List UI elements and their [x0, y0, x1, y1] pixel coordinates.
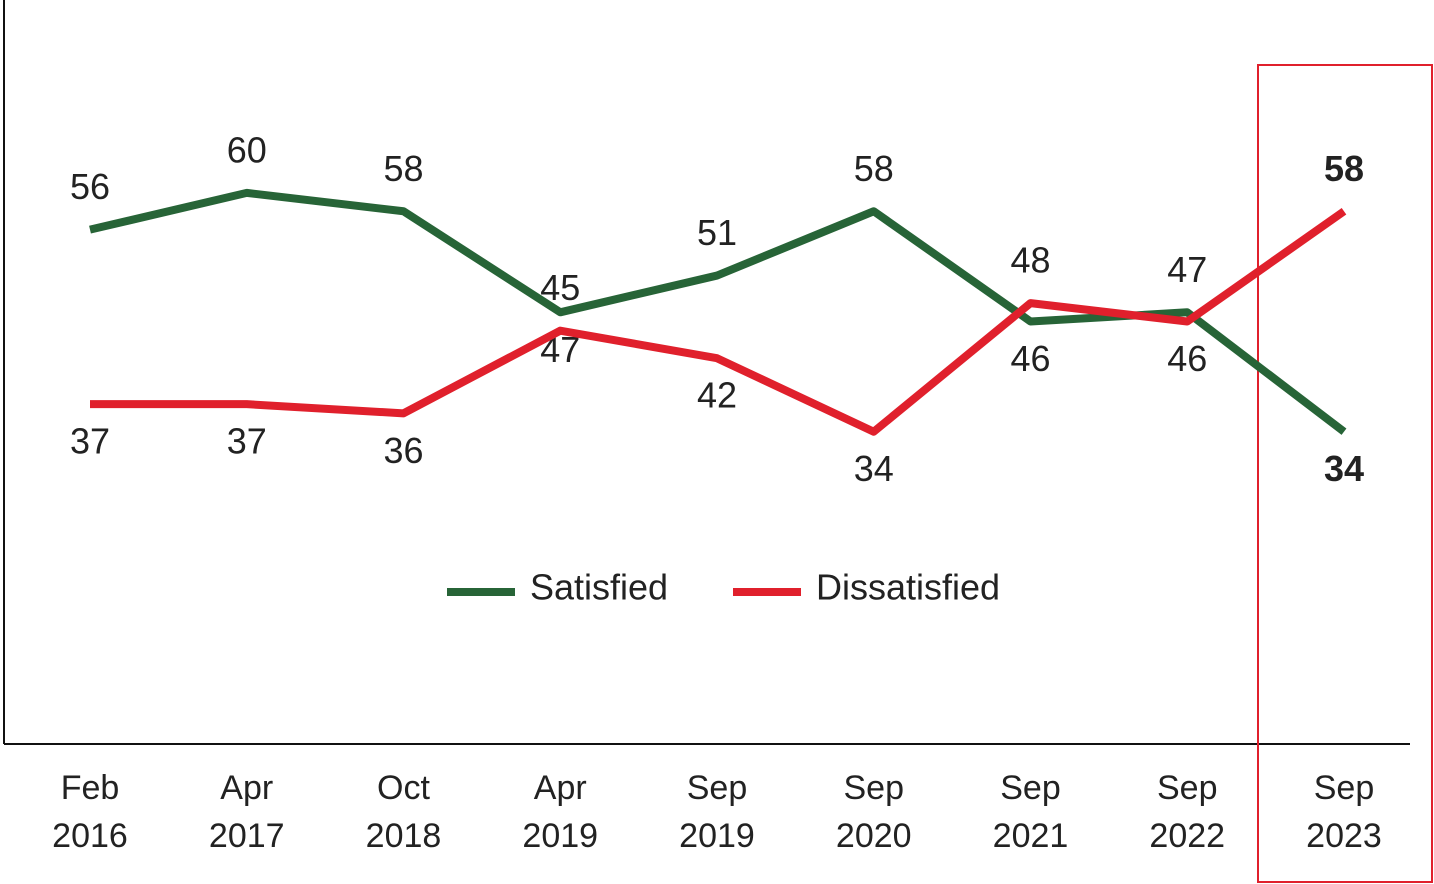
x-tick-label: Apr 2019: [522, 769, 598, 855]
data-label: 51: [697, 212, 737, 253]
data-label: 48: [1010, 240, 1050, 281]
data-label: 46: [1010, 338, 1050, 379]
data-label: 56: [70, 166, 110, 207]
data-label: 45: [540, 267, 580, 308]
data-label: 36: [383, 430, 423, 471]
x-tick-label: Oct 2018: [366, 769, 442, 855]
data-label: 47: [1167, 249, 1207, 290]
data-label: 42: [697, 375, 737, 416]
data-label: 34: [1324, 448, 1364, 489]
data-label: 58: [854, 148, 894, 189]
data-label: 37: [227, 421, 267, 462]
x-tick-label: Sep 2022: [1149, 769, 1225, 855]
legend-label: Satisfied: [530, 567, 668, 608]
series-line: [90, 207, 1347, 436]
x-tick-label: Sep 2019: [679, 769, 755, 855]
x-tick-label: Sep 2023: [1306, 769, 1382, 855]
data-label: 58: [1324, 148, 1364, 189]
x-tick-label: Apr 2017: [209, 769, 285, 855]
data-label: 37: [70, 421, 110, 462]
highlight-box: [1257, 64, 1433, 883]
data-label: 34: [854, 448, 894, 489]
x-tick-label: Sep 2020: [836, 769, 912, 855]
data-label: 58: [383, 148, 423, 189]
x-tick-label: Feb 2016: [52, 769, 128, 855]
data-label: 46: [1167, 338, 1207, 379]
x-tick-label: Sep 2021: [993, 769, 1069, 855]
legend-label: Dissatisfied: [816, 567, 1000, 608]
data-label: 60: [227, 129, 267, 170]
